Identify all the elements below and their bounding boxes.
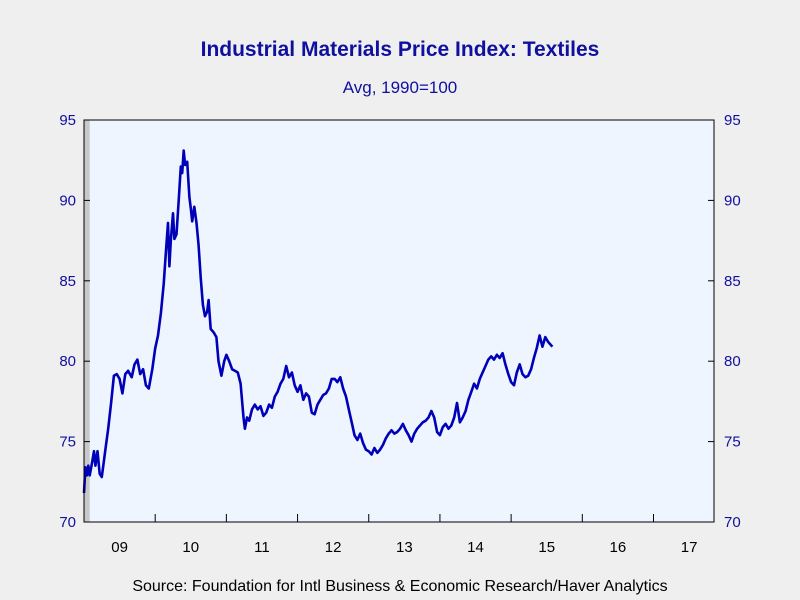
x-tick-label-11: 11 <box>254 539 270 556</box>
x-tick-label-10: 10 <box>182 539 199 556</box>
y-tick-label-right: 80 <box>724 353 741 370</box>
x-tick-label-13: 13 <box>396 539 413 556</box>
y-tick-label-right: 70 <box>724 514 741 531</box>
y-tick-label-left: 80 <box>59 353 76 370</box>
y-tick-label-right: 90 <box>724 192 741 209</box>
plot-area <box>84 120 714 522</box>
x-tick-label-15: 15 <box>538 539 555 556</box>
x-tick-label-09: 09 <box>111 539 128 556</box>
recession-band <box>84 120 90 522</box>
y-tick-label-right: 75 <box>724 434 741 451</box>
y-tick-label-left: 90 <box>59 192 76 209</box>
y-tick-label-left: 85 <box>59 273 76 290</box>
chart-title: Industrial Materials Price Index: Textil… <box>200 38 600 61</box>
y-tick-label-left: 70 <box>59 514 76 531</box>
source-note: Source: Foundation for Intl Business & E… <box>132 578 668 595</box>
x-tick-label-16: 16 <box>610 539 627 556</box>
x-tick-label-14: 14 <box>467 539 484 556</box>
y-tick-label-left: 75 <box>59 434 76 451</box>
y-tick-label-right: 95 <box>724 112 741 129</box>
y-tick-label-right: 85 <box>724 273 741 290</box>
y-tick-label-left: 95 <box>59 112 76 129</box>
axis-labels: 70 70 75 75 80 80 85 85 90 90 95 95 09 10 11 12 13 14 15 16… <box>59 112 740 556</box>
chart-subtitle: Avg, 1990=100 <box>342 78 458 97</box>
x-tick-label-12: 12 <box>325 539 342 556</box>
plot-frame <box>83 119 715 523</box>
series-line <box>82 149 554 494</box>
x-tick-label-17: 17 <box>681 539 698 556</box>
